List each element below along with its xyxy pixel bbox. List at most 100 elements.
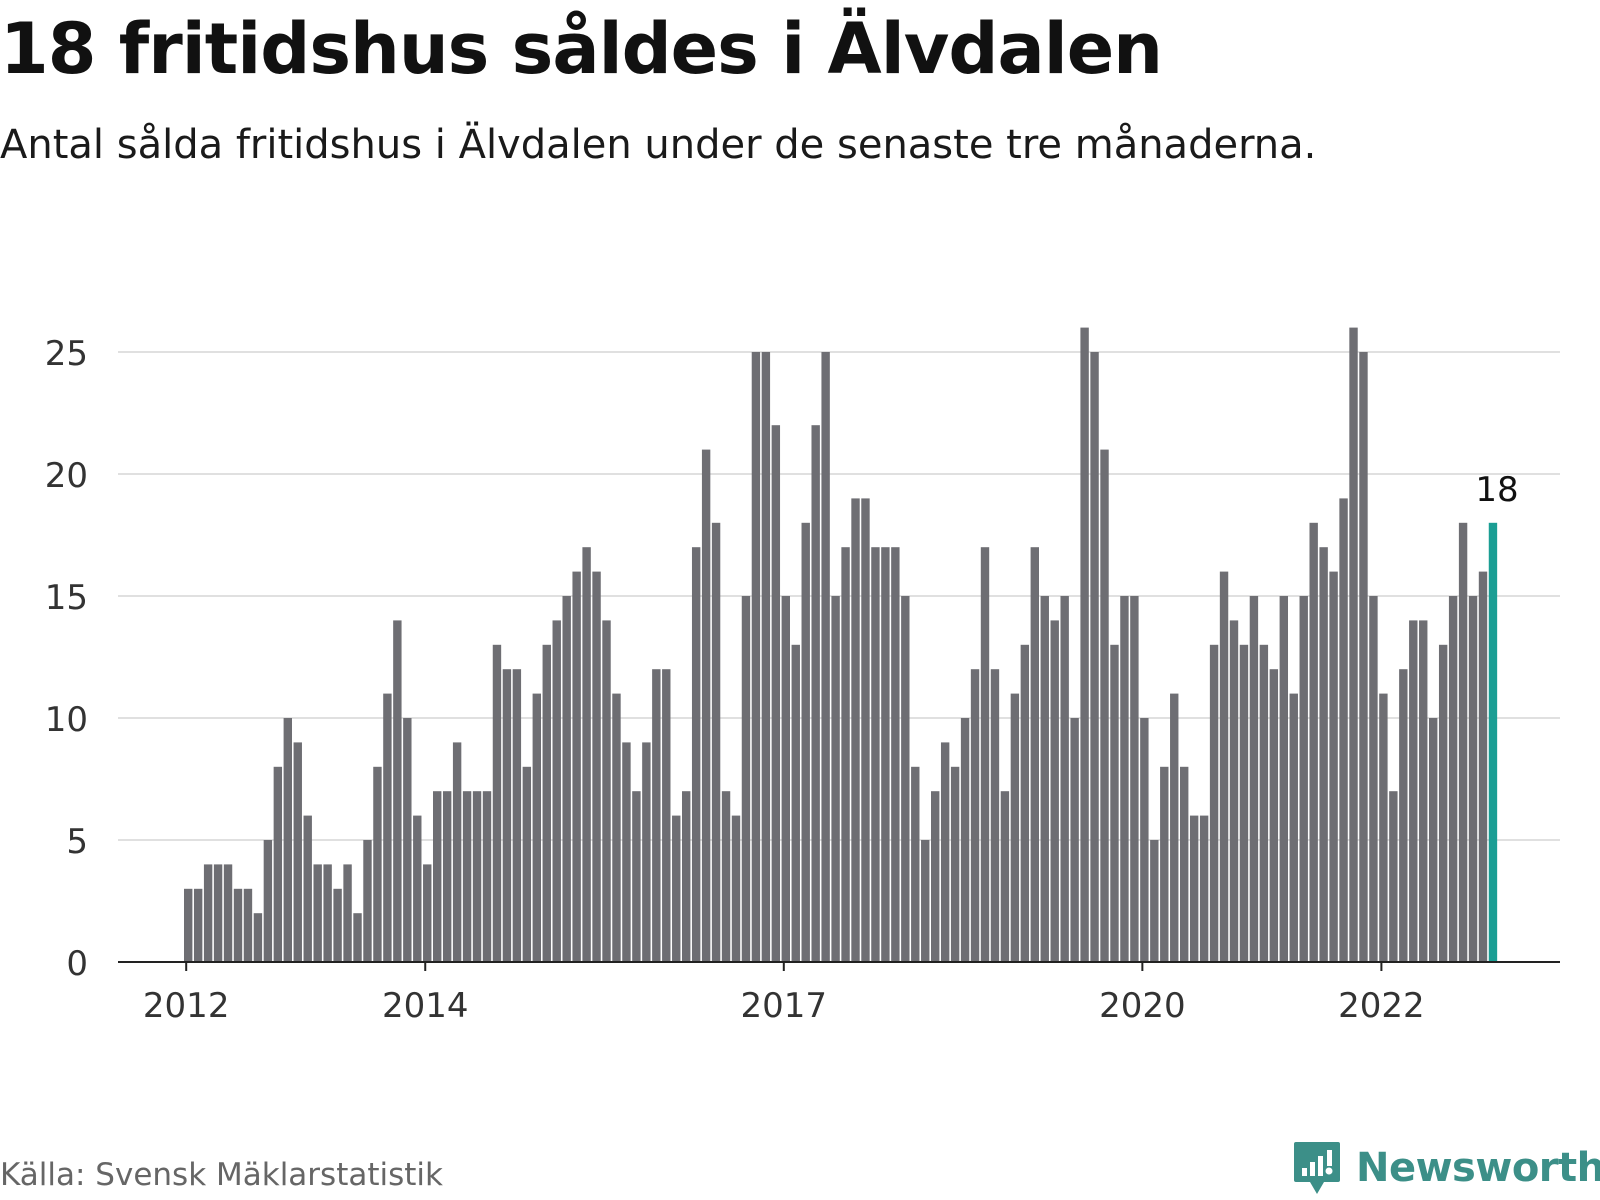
x-tick-label-2022: 2022 — [1338, 986, 1425, 1026]
bar — [1130, 596, 1139, 962]
bar — [582, 547, 591, 962]
bar — [891, 547, 900, 962]
bar — [343, 864, 352, 962]
bar — [1329, 571, 1338, 962]
bar — [851, 498, 860, 962]
x-tick-label-2020: 2020 — [1099, 986, 1186, 1026]
bar — [1249, 596, 1259, 962]
bar — [462, 791, 472, 962]
bar — [741, 596, 751, 962]
bar — [1468, 596, 1478, 962]
bar — [682, 791, 691, 962]
bar — [263, 840, 273, 962]
bar — [612, 693, 621, 962]
bar — [960, 718, 970, 962]
bar — [1030, 547, 1039, 962]
highlight-value-label: 18 — [1475, 470, 1518, 510]
bar — [283, 718, 292, 962]
y-tick-label-15: 15 — [45, 578, 88, 618]
bar — [811, 425, 820, 962]
bar — [1409, 620, 1418, 962]
bar — [622, 742, 631, 962]
bar — [931, 791, 940, 962]
bar — [1040, 596, 1049, 962]
bar-chart: 0 5 10 15 20 25 18 2012 2014 2017 2020 2022 — [45, 327, 1560, 1026]
newsworthy-icon — [1294, 1142, 1340, 1194]
bar — [1438, 644, 1448, 962]
bar — [1259, 644, 1269, 962]
bar — [423, 864, 432, 962]
bar — [602, 620, 611, 962]
bar — [731, 815, 741, 962]
bar — [642, 742, 651, 962]
bar — [711, 522, 721, 962]
bar — [442, 791, 452, 962]
bar — [1399, 669, 1408, 962]
bar — [1369, 596, 1378, 962]
bar — [1239, 644, 1249, 962]
bar — [333, 888, 342, 962]
bar — [1429, 718, 1438, 962]
bar — [841, 547, 850, 962]
bar — [1319, 547, 1328, 962]
bar — [781, 596, 790, 962]
y-tick-label-20: 20 — [45, 456, 88, 496]
y-tick-label-25: 25 — [45, 334, 88, 374]
source-note: Källa: Svensk Mäklarstatistik — [0, 1157, 443, 1193]
bar — [1120, 596, 1129, 962]
bar — [1000, 791, 1010, 962]
bar — [1279, 596, 1288, 962]
bar — [243, 888, 253, 962]
bar — [1160, 766, 1169, 962]
bar — [801, 522, 810, 962]
y-tick-label-5: 5 — [66, 822, 88, 862]
bar — [1010, 693, 1020, 962]
bar — [1219, 571, 1229, 962]
bar — [1339, 498, 1348, 962]
bar — [303, 815, 312, 962]
bar — [940, 742, 950, 962]
bar — [721, 791, 731, 962]
bar — [1170, 693, 1179, 962]
chart-title: 18 fritidshus såldes i Älvdalen — [0, 8, 1163, 90]
y-tick-label-10: 10 — [45, 700, 88, 740]
bar — [1349, 327, 1358, 963]
bar — [1478, 571, 1488, 962]
bar — [492, 644, 502, 962]
bar — [1359, 352, 1368, 962]
bar — [213, 864, 223, 962]
bar — [1110, 644, 1119, 962]
bar — [403, 718, 412, 962]
bar — [223, 864, 233, 962]
bar — [1448, 596, 1458, 962]
bar — [771, 425, 781, 962]
bar — [1299, 596, 1308, 962]
bar — [1229, 620, 1239, 962]
bar — [1269, 669, 1279, 962]
bar — [701, 449, 711, 963]
bar — [1199, 815, 1209, 962]
brand-name: Newsworthy — [1356, 1145, 1600, 1191]
chart-subtitle: Antal sålda fritidshus i Älvdalen under … — [0, 122, 1317, 168]
bar — [472, 791, 482, 962]
bar — [1309, 522, 1318, 962]
bar — [1189, 815, 1199, 962]
bar — [482, 791, 492, 962]
bar — [1180, 766, 1189, 962]
bar — [1070, 718, 1079, 962]
bar — [921, 840, 930, 962]
bar — [652, 669, 661, 962]
bar — [901, 596, 910, 962]
bar — [293, 742, 302, 962]
bar — [452, 742, 462, 962]
bar — [184, 888, 193, 962]
bar — [861, 498, 870, 962]
bar — [831, 596, 840, 962]
bar — [1020, 644, 1030, 962]
x-tick-label-2012: 2012 — [143, 986, 230, 1026]
bar — [662, 669, 671, 962]
bar — [1209, 644, 1219, 962]
bar — [1289, 693, 1298, 962]
bar — [791, 644, 800, 962]
bar — [233, 888, 243, 962]
